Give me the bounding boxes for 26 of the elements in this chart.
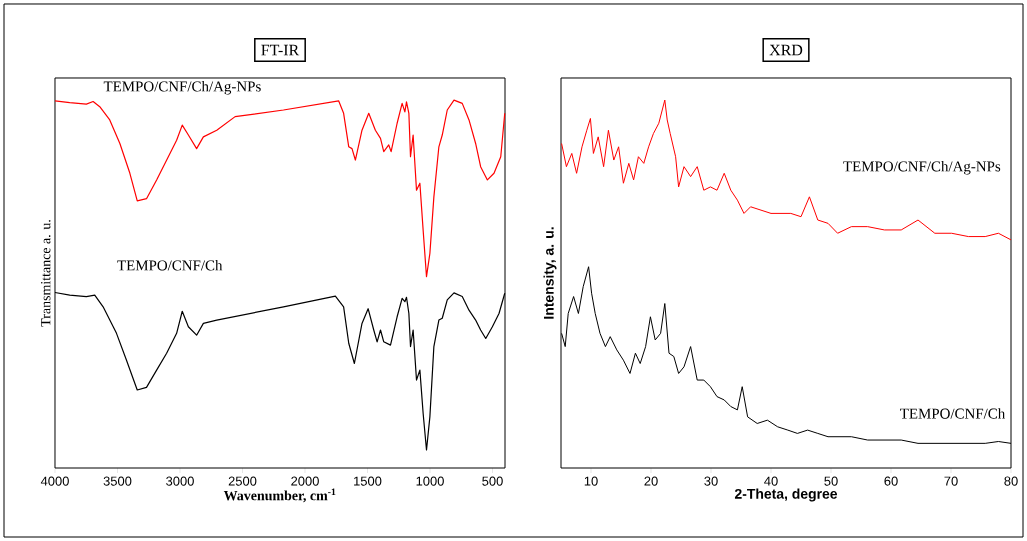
x-tick-label: 30 [704,476,718,486]
x-tick-label: 40 [764,476,778,486]
y-axis-title: Intensity, a. u. [543,227,557,319]
x-tick-label: 70 [944,476,958,486]
x-tick-label: 1500 [354,476,382,486]
x-tick-label: 60 [884,476,898,486]
x-tick-label: 500 [482,476,503,486]
x-tick-label: 20 [644,476,658,486]
x-axis-title: Wavenumber, cm$^{-1}$ [223,488,336,503]
chart-title: FT-IR [261,44,300,56]
series-label: TEMPO/CNF/Ch [900,408,1006,419]
x-tick-label: 2500 [228,476,257,486]
x-tick-label: 4000 [40,476,69,486]
chart-title: XRD [769,44,803,56]
x-tick-label: 10 [584,476,598,486]
text: TEMPO/CNF/Ch [117,259,223,271]
x-axis-title: 2-Theta, degree [734,488,838,502]
x-tick-label: 1000 [416,476,444,486]
text: TEMPO/CNF/Ch/Ag-NPs [843,160,1001,175]
x-tick-label: 2000 [291,476,319,486]
series-label: TEMPO/CNF/Ch/Ag-NPs [103,80,261,95]
x-tick-label: 3500 [103,476,132,486]
x-tick-label: 3000 [166,476,194,486]
y-axis-title: Transmittance a. u. [41,220,51,327]
x-tick-label: 80 [1004,476,1018,486]
x-tick-label: 50 [824,476,838,486]
